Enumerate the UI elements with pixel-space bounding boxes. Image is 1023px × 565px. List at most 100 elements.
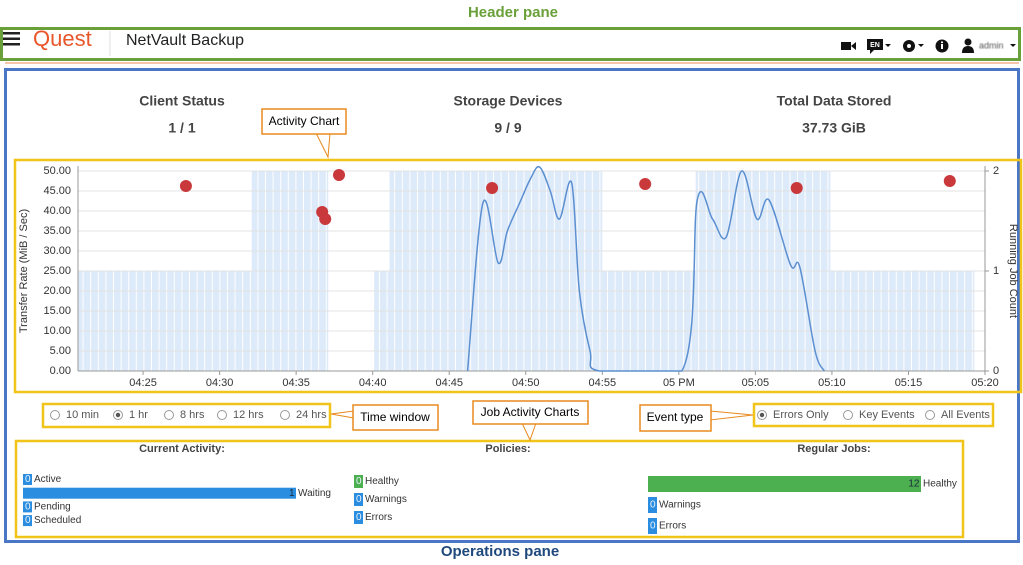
y-tick-label: 0.00 — [50, 365, 71, 377]
callout: Time window — [330, 404, 439, 431]
y-tick-label: 45.00 — [43, 185, 71, 197]
radio-label[interactable]: Key Events — [859, 409, 915, 421]
event-marker[interactable] — [179, 180, 192, 192]
event-type-frame — [752, 402, 995, 428]
y2-tick-label: 1 — [993, 265, 999, 277]
radio-button[interactable] — [50, 410, 60, 420]
event-marker[interactable] — [639, 178, 652, 190]
job-value: 1 — [289, 488, 295, 499]
x-tick-label: 05:10 — [818, 377, 846, 389]
job-bar[interactable] — [354, 511, 363, 524]
job-bar[interactable] — [354, 493, 363, 506]
time-window-frame — [41, 402, 332, 429]
callout: Activity Chart — [261, 108, 347, 159]
event-marker[interactable] — [790, 182, 803, 194]
logo[interactable]: Quest — [33, 26, 92, 51]
job-value: 0 — [356, 494, 362, 505]
callout-text: Event type — [647, 410, 704, 424]
event-marker[interactable] — [486, 182, 499, 194]
y-tick-label: 15.00 — [43, 305, 71, 317]
summary-label: Client Status — [139, 93, 225, 109]
job-count-bar — [78, 271, 252, 371]
job-label: Errors — [659, 521, 686, 532]
y-tick-label: 35.00 — [43, 225, 71, 237]
radio-label[interactable]: 1 hr — [129, 409, 148, 421]
panel-title: Regular Jobs: — [797, 443, 870, 455]
job-value: 0 — [25, 474, 31, 485]
language: EN — [870, 42, 880, 49]
y-tick-label: 5.00 — [50, 345, 71, 357]
info-icon[interactable] — [935, 39, 949, 53]
summary-value: 37.73 GiB — [802, 120, 866, 136]
radio-label[interactable]: 8 hrs — [180, 409, 205, 421]
radio-label[interactable]: 12 hrs — [233, 409, 264, 421]
app-title: NetVault Backup — [126, 32, 244, 49]
job-value: 0 — [356, 476, 362, 487]
panel-title: Current Activity: — [139, 443, 225, 455]
job-bar[interactable] — [23, 515, 32, 527]
job-value: 0 — [650, 500, 656, 511]
video-icon[interactable] — [841, 42, 856, 50]
y-tick-label: 10.00 — [43, 325, 71, 337]
radio-label[interactable]: Errors Only — [773, 409, 829, 421]
job-count-bar — [830, 271, 975, 371]
callout-text: Job Activity Charts — [481, 405, 580, 419]
tools-menu[interactable] — [903, 40, 924, 52]
job-bar[interactable] — [648, 476, 921, 492]
job-bar[interactable] — [23, 487, 296, 499]
panel-title: Policies: — [485, 443, 530, 455]
job-bar[interactable] — [354, 475, 363, 488]
job-bar[interactable] — [23, 474, 32, 485]
job-label: Warnings — [365, 494, 407, 505]
callout-text: Time window — [360, 410, 430, 424]
user-menu[interactable]: admin — [962, 38, 1016, 54]
user-name: admin — [979, 40, 1004, 50]
y-tick-label: 40.00 — [43, 205, 71, 217]
radio-label[interactable]: 10 min — [66, 409, 99, 421]
event-marker[interactable] — [943, 175, 956, 187]
job-value: 12 — [908, 479, 920, 490]
radio-button[interactable] — [925, 410, 935, 420]
y2-tick-label: 0 — [993, 365, 999, 377]
job-label: Healthy — [923, 479, 957, 490]
x-tick-label: 04:45 — [435, 377, 463, 389]
y-tick-label: 25.00 — [43, 265, 71, 277]
language-menu[interactable]: EN — [867, 39, 891, 54]
activity-chart: 0.00 5.00 10.00 15.00 20.00 25.00 30.00 35.00 40… — [18, 165, 1019, 389]
operations-pane-label: Operations pane — [441, 543, 559, 560]
y2-tick-label: 2 — [993, 165, 999, 177]
x-tick-label: 04:40 — [359, 377, 387, 389]
job-count-bar — [602, 271, 696, 371]
job-value: 0 — [25, 502, 31, 513]
radio-label[interactable]: All Events — [941, 409, 990, 421]
y2-axis-label: Running Job Count — [1007, 224, 1019, 318]
radio-button[interactable] — [280, 410, 290, 420]
activity-chart-frame — [13, 158, 1023, 394]
radio-button[interactable] — [217, 410, 227, 420]
y-tick-label: 50.00 — [43, 165, 71, 177]
radio-button[interactable] — [164, 410, 174, 420]
x-tick-label: 04:50 — [512, 377, 540, 389]
x-tick-label: 04:25 — [129, 377, 157, 389]
job-label: Healthy — [365, 476, 399, 487]
x-tick-label: 05:15 — [895, 377, 923, 389]
job-bar[interactable] — [648, 518, 657, 534]
job-bar[interactable] — [23, 501, 32, 513]
job-label: Waiting — [298, 488, 331, 499]
event-marker[interactable] — [319, 213, 332, 225]
job-bar[interactable] — [648, 497, 657, 513]
summary-label: Total Data Stored — [777, 93, 892, 109]
radio-button[interactable] — [843, 410, 853, 420]
radio-label[interactable]: 24 hrs — [296, 409, 327, 421]
menu-button[interactable] — [3, 32, 20, 46]
x-tick-label: 04:35 — [282, 377, 310, 389]
summary-value: 9 / 9 — [494, 120, 521, 136]
radio-dot — [759, 412, 765, 418]
event-marker[interactable] — [333, 169, 346, 181]
job-label: Pending — [34, 502, 71, 513]
job-label: Scheduled — [34, 515, 81, 526]
callout: Job Activity Charts — [472, 400, 589, 442]
job-label: Errors — [365, 512, 392, 523]
